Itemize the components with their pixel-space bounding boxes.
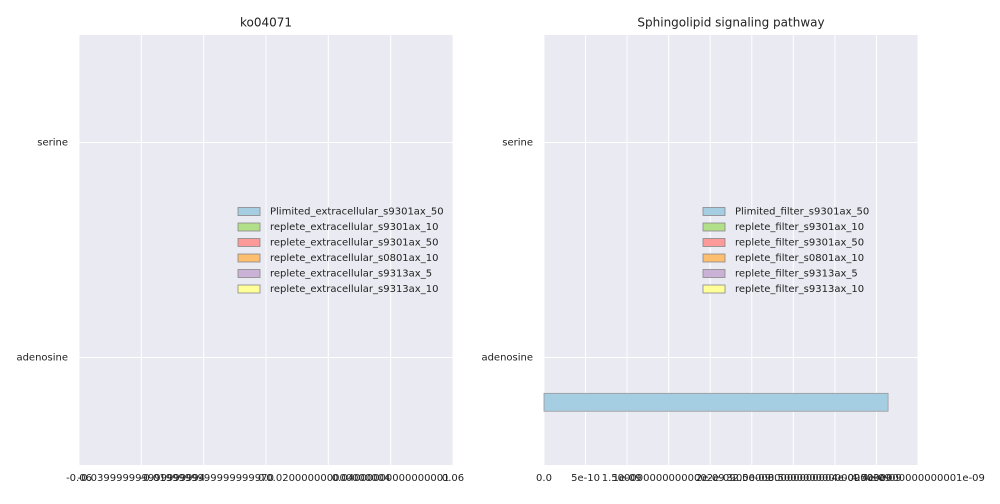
bar — [543, 392, 889, 412]
legend-label: Plimited_extracellular_s9301ax_50 — [270, 207, 444, 218]
x-tick-label: 2e-09 — [696, 473, 725, 484]
legend-swatch — [702, 238, 726, 247]
legend-swatch — [237, 222, 261, 232]
x-tick-label: 2.5e-09 — [733, 473, 771, 484]
legend-label: replete_filter_s9313ax_10 — [735, 284, 864, 295]
legend-swatch — [237, 207, 261, 216]
legend-swatch — [702, 222, 726, 232]
legend-swatch — [237, 253, 261, 263]
x-tick-label: 1e-09 — [613, 473, 642, 484]
legend-swatch — [237, 238, 261, 247]
y-tick-label: adenosine — [16, 353, 68, 364]
x-tick-label: 5e-10 — [571, 473, 600, 484]
legend-swatch — [702, 269, 726, 278]
x-tick-label: 0.04000000000000001 — [332, 473, 450, 484]
legend-swatch — [237, 269, 261, 278]
x-tick-label: 3.0000000000000004e-09 — [726, 473, 860, 484]
chart-title: Sphingolipid signaling pathway — [637, 16, 824, 30]
legend-label: Plimited_filter_s9301ax_50 — [735, 207, 869, 218]
legend-label: replete_filter_s9301ax_50 — [735, 238, 864, 249]
chart-title: ko04071 — [240, 16, 292, 30]
x-tick-label: -0.039999999999999994 — [77, 473, 205, 484]
x-tick-label: 4.5000000000000001e-09 — [851, 473, 985, 484]
legend-swatch — [237, 284, 261, 294]
legend-swatch — [702, 253, 726, 263]
legend-label: replete_extracellular_s9301ax_50 — [270, 238, 438, 249]
x-tick-label: 0.020000000000000004 — [266, 473, 390, 484]
legend-swatch — [702, 284, 726, 294]
y-tick-label: adenosine — [481, 353, 533, 364]
x-tick-label: 3.5000000000000003e-09 — [768, 473, 902, 484]
legend-label: replete_filter_s0801ax_10 — [735, 253, 864, 264]
legend-swatch — [702, 207, 726, 216]
x-tick-label: -0.06 — [66, 473, 92, 484]
x-tick-label: 0.06 — [442, 473, 464, 484]
x-tick-label: 0.0 — [536, 473, 552, 484]
x-tick-label: 1.5000000000000002e-09 — [602, 473, 736, 484]
x-tick-label: 4e-09 — [862, 473, 891, 484]
legend-label: replete_extracellular_s9313ax_5 — [270, 269, 432, 280]
x-tick-label: -0.019999999999999997 — [140, 473, 268, 484]
legend-label: replete_extracellular_s0801ax_10 — [270, 253, 438, 264]
x-tick-label: 0.0 — [258, 473, 274, 484]
legend-label: replete_filter_s9301ax_10 — [735, 222, 864, 233]
y-tick-label: serine — [37, 138, 68, 149]
legend-label: replete_extracellular_s9313ax_10 — [270, 284, 438, 295]
legend-label: replete_filter_s9313ax_5 — [735, 269, 858, 280]
legend-label: replete_extracellular_s9301ax_10 — [270, 222, 438, 233]
y-tick-label: serine — [502, 138, 533, 149]
